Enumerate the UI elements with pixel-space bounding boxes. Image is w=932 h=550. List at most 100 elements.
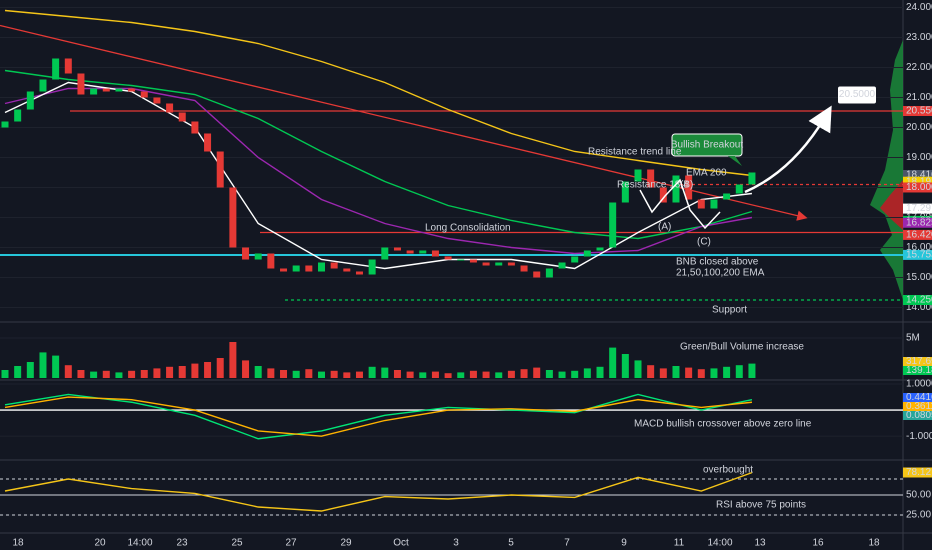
x-tick-label: 20: [94, 538, 106, 549]
candle: [621, 181, 629, 203]
candle: [634, 169, 642, 182]
candle: [204, 133, 212, 152]
volume-bar: [292, 370, 300, 378]
candle: [26, 91, 34, 110]
volume-bar: [254, 366, 262, 378]
x-tick-label: 27: [285, 538, 297, 549]
x-tick-label: 14:00: [127, 538, 152, 549]
x-tick-label: 18: [12, 538, 24, 549]
candle: [153, 97, 161, 104]
candle: [545, 268, 553, 278]
volume-bar: [583, 368, 591, 378]
candle: [191, 121, 199, 134]
candle: [305, 265, 313, 272]
volume-bar: [520, 369, 528, 378]
volume-bar: [153, 368, 161, 378]
price-tag: [903, 176, 932, 187]
candle: [39, 79, 47, 92]
wave-abc: [639, 178, 721, 230]
volume-bar: [318, 371, 325, 378]
price-tag: [903, 106, 932, 116]
target-box: [838, 86, 876, 104]
volume-bar: [14, 366, 22, 378]
candle: [254, 253, 262, 260]
volume-bar: [242, 360, 250, 378]
rsi-line: [4, 471, 753, 512]
candle: [406, 250, 414, 254]
candle: [482, 262, 490, 266]
candle: [457, 259, 465, 261]
macd-line: [4, 393, 753, 440]
y-tick-label: -1.0000: [906, 431, 932, 442]
candle: [571, 256, 579, 263]
y-tick-label: 22.0000: [906, 62, 932, 73]
x-tick-label: 14:00: [707, 538, 732, 549]
x-tick-label: Oct: [393, 538, 409, 549]
volume-bar: [178, 366, 186, 378]
annotation: 21,50,100,200 EMA: [676, 268, 765, 279]
price-tag: [903, 203, 932, 214]
volume-bar: [280, 370, 288, 378]
volume-tag-label: 139.187K: [906, 365, 932, 376]
volume-bar: [685, 367, 693, 378]
y-tick-label: 50.00: [906, 490, 931, 501]
y-tick-label: 15.0000: [906, 272, 932, 283]
volume-bar: [621, 354, 629, 378]
volume-bar: [393, 370, 401, 378]
volume-bar: [115, 372, 123, 378]
candle: [128, 88, 136, 92]
volume-bar: [64, 365, 72, 378]
x-tick-label: 16: [812, 538, 824, 549]
candle: [596, 247, 604, 251]
volume-tag: [903, 357, 932, 366]
candle: [748, 172, 756, 185]
volume-bar: [52, 355, 60, 378]
volume-bar: [735, 365, 743, 378]
candle: [229, 187, 237, 248]
volume-bar: [140, 370, 148, 378]
annotation: MACD bullish crossover above zero line: [634, 419, 812, 430]
volume-bar: [39, 352, 47, 378]
callout-box: [671, 133, 743, 157]
volume-bar: [26, 362, 34, 378]
candle: [558, 262, 566, 269]
volume-bar: [343, 372, 351, 378]
annotation: EMA 200: [686, 168, 727, 179]
x-tick-label: 5: [508, 538, 514, 549]
volume-bar: [267, 368, 275, 378]
volume-bar: [457, 372, 465, 378]
price-tag-label: 14.2500: [906, 295, 932, 306]
candle: [140, 91, 148, 98]
candle: [115, 88, 123, 92]
candle: [102, 88, 110, 92]
volume-bar: [647, 365, 655, 378]
volume-bar: [102, 370, 110, 378]
x-tick-label: 3: [453, 538, 459, 549]
ma-line: [4, 9, 753, 177]
rsi-tag-label: 78.12: [906, 467, 931, 478]
volume-bar: [609, 347, 617, 378]
volume-bar: [596, 366, 604, 378]
callout-label: Bullish Breakout: [671, 140, 743, 151]
volume-bar: [330, 370, 338, 378]
y-tick-label: 14.0000: [906, 302, 932, 313]
candle: [419, 250, 427, 254]
candle: [723, 193, 731, 200]
x-tick-label: 11: [674, 538, 685, 549]
x-tick-label: 9: [621, 538, 627, 549]
breakout-arrow: [744, 105, 832, 194]
candle: [533, 271, 541, 278]
candle: [267, 253, 275, 269]
candle: [583, 250, 591, 257]
y-tick-label: 25.00: [906, 510, 931, 521]
volume-bar: [748, 363, 756, 378]
price-tag-label: 18.0009: [906, 182, 932, 193]
candle: [685, 175, 693, 200]
macd-tag-label: 0.3611: [906, 401, 932, 412]
volume-bar: [355, 371, 363, 378]
macd-tag-label: 0.0805: [906, 410, 932, 421]
volume-bar: [406, 371, 414, 378]
y-tick-label: 20.0000: [906, 122, 932, 133]
